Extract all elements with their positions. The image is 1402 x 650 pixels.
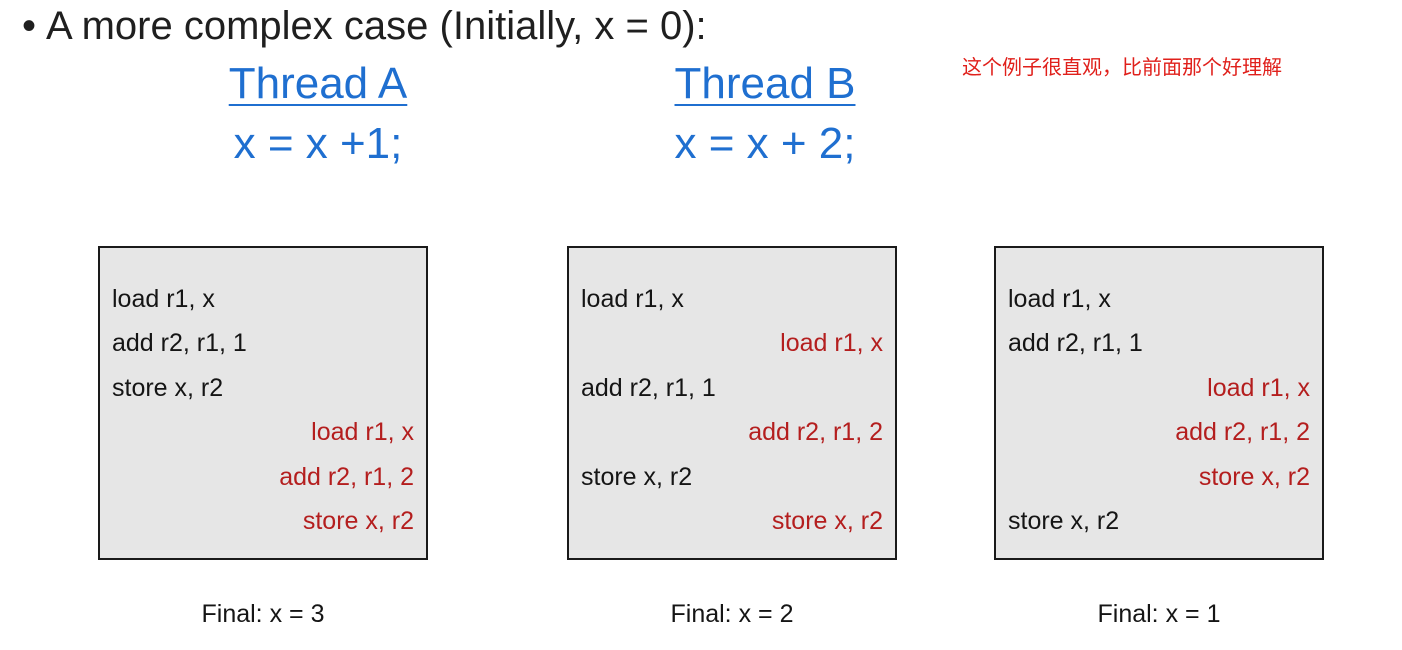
instruction-line: add r2, r1, 1	[1008, 329, 1143, 357]
instruction-line: add r2, r1, 2	[1175, 418, 1310, 446]
heading-text: A more complex case (Initially, x = 0):	[46, 4, 707, 48]
bullet-icon: •	[22, 4, 37, 48]
instruction-line: load r1, x	[1207, 374, 1310, 402]
final-value-3: Final: x = 1	[1097, 600, 1221, 628]
final-value-1: Final: x = 3	[201, 600, 325, 628]
final-value-2: Final: x = 2	[670, 600, 794, 628]
instruction-line: load r1, x	[581, 285, 684, 313]
instruction-line: store x, r2	[302, 507, 414, 535]
interleaving-box-2: load r1, x load r1, x add r2, r1, 1 add …	[567, 246, 897, 560]
thread-a-title: Thread A	[228, 59, 408, 108]
instruction-line: load r1, x	[780, 329, 883, 357]
instruction-line: load r1, x	[1008, 285, 1111, 313]
interleaving-box-3: load r1, x add r2, r1, 1 load r1, x add …	[994, 246, 1324, 560]
thread-a-code: x = x +1;	[233, 119, 403, 168]
slide-heading: • A more complex case (Initially, x = 0):	[22, 0, 707, 52]
instruction-line: store x, r2	[581, 463, 693, 491]
instruction-line: load r1, x	[112, 285, 215, 313]
instruction-line: store x, r2	[771, 507, 883, 535]
instruction-line: store x, r2	[112, 374, 224, 402]
instruction-line: store x, r2	[1198, 463, 1310, 491]
instruction-line: load r1, x	[311, 418, 414, 446]
instruction-line: store x, r2	[1008, 507, 1120, 535]
instruction-line: add r2, r1, 1	[112, 329, 247, 357]
interleaving-box-1: load r1, x add r2, r1, 1 store x, r2 loa…	[98, 246, 428, 560]
instruction-line: add r2, r1, 2	[279, 463, 414, 491]
thread-a-column: Thread A x = x +1;	[228, 56, 408, 174]
thread-b-title: Thread B	[674, 59, 856, 108]
annotation-note: 这个例子很直观，比前面那个好理解	[962, 55, 1282, 79]
instruction-line: add r2, r1, 2	[748, 418, 883, 446]
instruction-line: add r2, r1, 1	[581, 374, 716, 402]
thread-b-code: x = x + 2;	[674, 119, 856, 168]
thread-b-column: Thread B x = x + 2;	[665, 56, 865, 174]
